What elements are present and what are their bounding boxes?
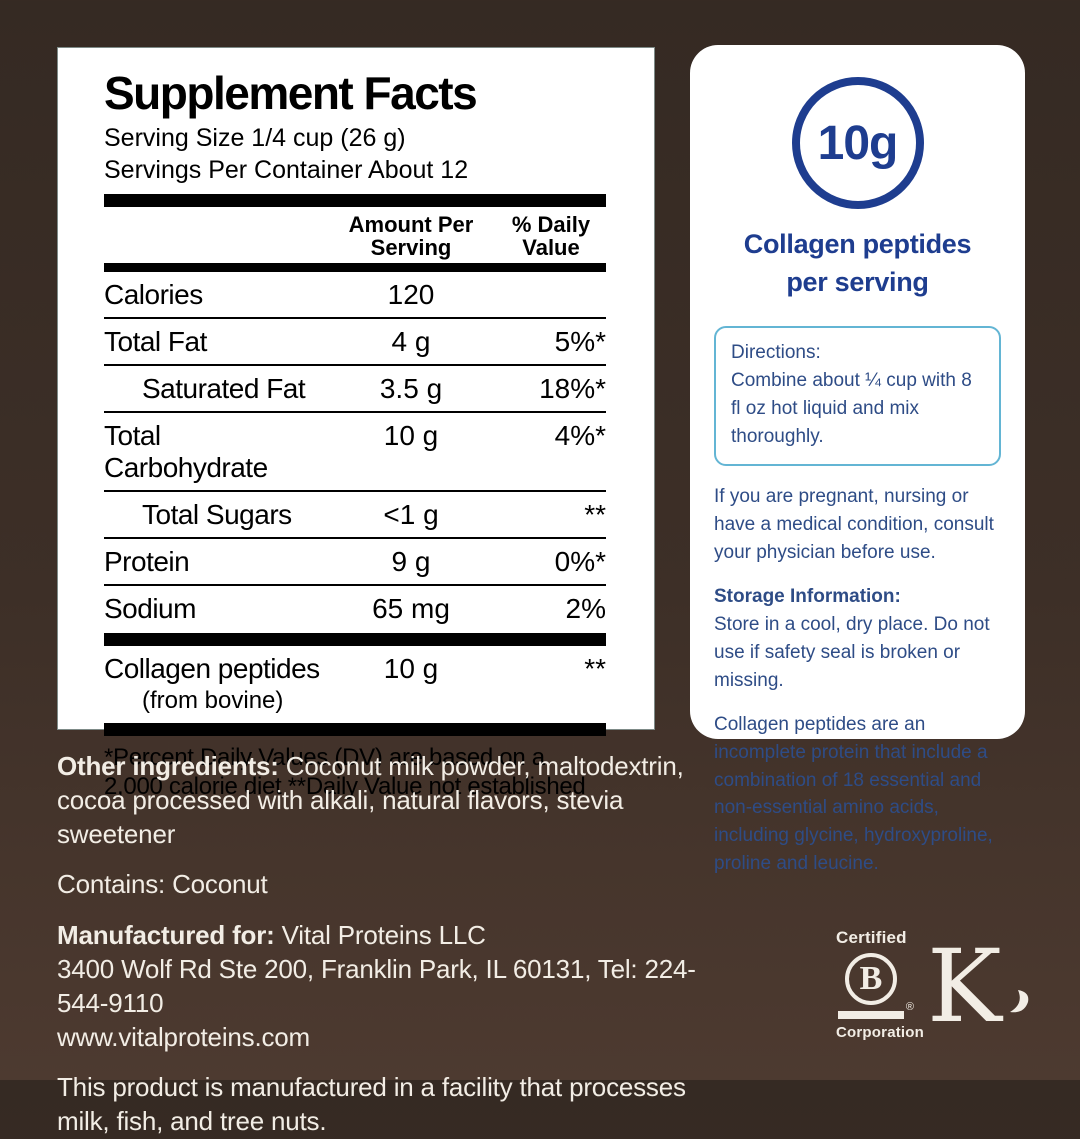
supplement-facts-title: Supplement Facts — [104, 67, 478, 119]
directions-title: Directions: — [731, 341, 821, 363]
nutrient-amount: 10 g — [383, 653, 439, 685]
bcorp-corporation-text: Corporation — [836, 1024, 925, 1041]
bcorp-b-icon: B — [845, 953, 897, 1005]
nutrient-daily-value: 18%* — [539, 373, 606, 405]
kosher-k-letter: K — [927, 935, 1004, 1040]
contains-statement: Contains: Coconut — [57, 869, 268, 900]
storage-title: Storage Information: — [714, 586, 901, 608]
column-header-daily-value: % Daily Value — [511, 212, 591, 261]
nutrition-rows: Calories 120 Total Fat 4 g 5%* Saturated Fat 3… — [104, 272, 606, 737]
nutrition-row: Calories 120 — [104, 272, 606, 317]
nutrient-label: Sodium — [104, 593, 196, 625]
nutrient-label: Total Fat — [104, 326, 207, 358]
divider-thin — [104, 490, 606, 493]
nutrient-label: Total Sugars — [142, 499, 292, 531]
nutrient-amount: 9 g — [391, 546, 431, 578]
nutrition-row: Total Carbohydrate 10 g 4%* — [104, 413, 606, 490]
nutrient-daily-value: 5%* — [554, 326, 606, 358]
divider-thick — [104, 723, 606, 737]
servings-per-container: Servings Per Container About 12 — [104, 155, 469, 184]
nutrient-amount: 4 g — [391, 326, 431, 358]
nutrient-amount: 120 — [387, 279, 435, 311]
column-header-amount: Amount Per Serving — [348, 212, 474, 261]
collagen-amount-badge: 10g — [791, 77, 924, 209]
bcorp-logo: Certified B ® Corporation — [836, 928, 925, 1041]
collagen-info-card: 10g Collagen peptides per serving Direct… — [690, 45, 1025, 874]
serving-size: Serving Size 1/4 cup (26 g) — [104, 124, 406, 152]
nutrient-daily-value: 2% — [565, 593, 606, 625]
storage-text: Store in a cool, dry place. Do not use i… — [714, 614, 990, 691]
badge-value: 10g — [817, 116, 899, 170]
nutrient-daily-value: 0%* — [554, 546, 606, 578]
collagen-note: Collagen peptides are an incomplete prot… — [714, 714, 993, 874]
nutrition-row: Total Sugars <1 g ** — [104, 492, 606, 537]
kosher-logo: K — [925, 928, 1030, 1045]
divider-thin — [104, 537, 606, 540]
divider-thin — [104, 584, 606, 587]
manufacturer-address: 3400 Wolf Rd Ste 200, Franklin Park, IL … — [57, 953, 696, 1018]
manufacturer-block: Manufactured for: Vital Proteins LLC 340… — [57, 920, 696, 1052]
supplement-facts-panel: Supplement Facts Serving Size 1/4 cup (2… — [57, 47, 655, 800]
allergen-note: This product is manufactured in a facili… — [57, 1072, 686, 1137]
nutrient-sublabel: (from bovine) — [142, 687, 284, 715]
nutrient-label: Calories — [104, 279, 203, 311]
nutrient-amount: 65 mg — [372, 593, 450, 625]
nutrient-label: Collagen peptides (from bovine) — [104, 653, 326, 715]
nutrient-amount: 3.5 g — [379, 373, 443, 405]
nutrition-row: Total Fat 4 g 5%* — [104, 319, 606, 364]
nutrition-row: Protein 9 g 0%* — [104, 539, 606, 584]
footer-text-block: Other ingredients: Coconut milk powder, … — [57, 750, 722, 1139]
nutrient-label: Total Carbohydrate — [104, 420, 268, 484]
manufacturer-website: www.vitalproteins.com — [57, 1021, 310, 1052]
bcorp-registered-mark: ® — [905, 1001, 914, 1013]
divider-thin — [104, 364, 606, 367]
badge-label: Collagen peptides per serving — [743, 229, 972, 298]
nutrition-header-row: Amount Per Serving % Daily Value — [104, 207, 606, 263]
daily-value-footnote: *Percent Daily Values (DV) are based on … — [104, 744, 586, 800]
storage-info: Storage Information: Store in a cool, dr… — [714, 583, 1001, 694]
divider-thick-top — [104, 194, 606, 207]
other-ingredients: Other ingredients: Coconut milk powder, … — [57, 751, 684, 849]
nutrition-row: Saturated Fat 3.5 g 18%* — [104, 366, 606, 411]
nutrient-amount: 10 g — [383, 420, 439, 452]
nutrition-row: Sodium 65 mg 2% — [104, 586, 606, 631]
nutrient-amount: <1 g — [383, 499, 439, 531]
directions-text: Combine about ¼ cup with 8 fl oz hot liq… — [731, 369, 972, 447]
nutrient-daily-value: 4%* — [554, 420, 606, 452]
nutrient-daily-value: ** — [584, 499, 606, 531]
kosher-k-icon: K — [927, 928, 1029, 1045]
nutrient-label: Protein — [104, 546, 190, 578]
divider-thick-header — [104, 263, 606, 273]
bcorp-certified-text: Certified — [836, 928, 907, 947]
nutrient-daily-value: ** — [584, 653, 606, 685]
divider-thick — [104, 633, 606, 647]
bcorp-bar — [838, 1011, 904, 1019]
divider-thin — [104, 317, 606, 320]
directions-box: Directions: Combine about ¼ cup with 8 f… — [714, 325, 1001, 467]
nutrition-row: Collagen peptides (from bovine) 10 g ** — [104, 646, 606, 721]
nutrient-label: Saturated Fat — [142, 373, 306, 405]
divider-thin — [104, 411, 606, 414]
pregnancy-note: If you are pregnant, nursing or have a m… — [714, 486, 994, 563]
